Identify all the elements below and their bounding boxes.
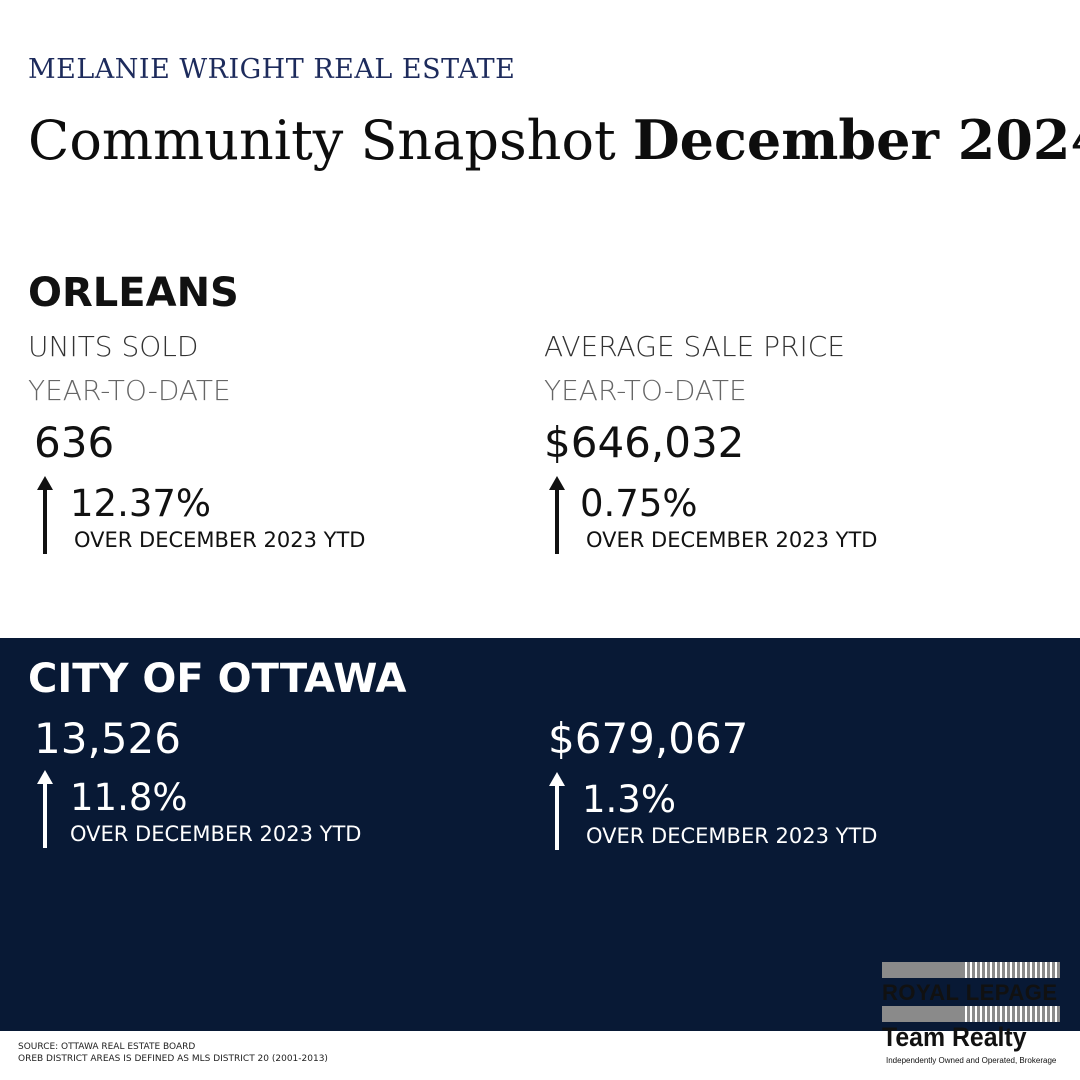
- logo-line1: ROYAL LEPAGE: [882, 980, 1058, 1005]
- ottawa-price-change-note: OVER DECEMBER 2023 YTD: [586, 824, 878, 848]
- orleans-units-change: 12.37%: [70, 482, 212, 525]
- up-arrow-icon: [37, 476, 53, 554]
- up-arrow-icon: [549, 772, 565, 850]
- orleans-units-period: YEAR-TO-DATE: [28, 374, 231, 407]
- title-regular: Community Snapshot: [28, 109, 616, 172]
- logo-stripe-bottom: [882, 1006, 1060, 1022]
- ottawa-units-change-note: OVER DECEMBER 2023 YTD: [70, 822, 362, 846]
- logo-tagline: Independently Owned and Operated, Broker…: [886, 1056, 1057, 1065]
- ottawa-units-change: 11.8%: [70, 776, 188, 819]
- ottawa-heading: CITY OF OTTAWA: [28, 656, 407, 702]
- orleans-heading: ORLEANS: [28, 270, 239, 316]
- page-title: Community Snapshot December 2024: [28, 108, 1080, 172]
- footer-district-note: OREB DISTRICT AREAS IS DEFINED AS MLS DI…: [18, 1054, 328, 1064]
- orleans-price-value: $646,032: [544, 418, 745, 467]
- orleans-units-label: UNITS SOLD: [28, 330, 199, 363]
- orleans-price-change: 0.75%: [580, 482, 698, 525]
- ottawa-price-value: $679,067: [548, 714, 749, 763]
- city-of-ottawa-panel: CITY OF OTTAWA 13,526 11.8% OVER DECEMBE…: [0, 638, 1080, 1031]
- logo-line2: Team Realty: [882, 1022, 1027, 1052]
- orleans-price-period: YEAR-TO-DATE: [544, 374, 747, 407]
- up-arrow-icon: [37, 770, 53, 848]
- orleans-units-change-note: OVER DECEMBER 2023 YTD: [74, 528, 366, 552]
- footer-source: SOURCE: OTTAWA REAL ESTATE BOARD: [18, 1042, 196, 1052]
- orleans-units-value: 636: [34, 418, 115, 467]
- title-date: December 2024: [632, 108, 1080, 172]
- orleans-price-label: AVERAGE SALE PRICE: [544, 330, 845, 363]
- orleans-price-change-note: OVER DECEMBER 2023 YTD: [586, 528, 878, 552]
- up-arrow-icon: [549, 476, 565, 554]
- royal-lepage-logo: ROYAL LEPAGE Team Realty Independently O…: [882, 960, 1060, 1070]
- ottawa-price-change: 1.3%: [582, 778, 676, 821]
- logo-stripe-top: [882, 962, 1060, 978]
- ottawa-units-value: 13,526: [34, 714, 181, 763]
- brand-name: MELANIE WRIGHT REAL ESTATE: [28, 54, 516, 85]
